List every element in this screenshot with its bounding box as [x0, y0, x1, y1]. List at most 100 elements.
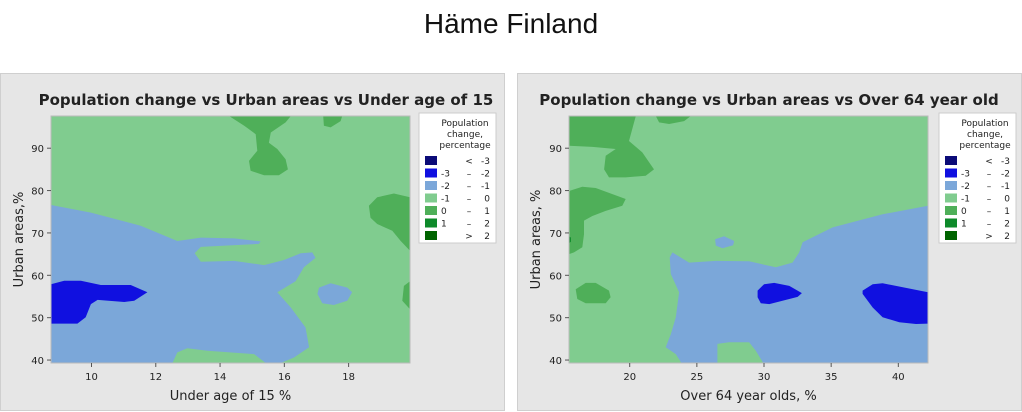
contour-region [665, 205, 928, 363]
contour-region [655, 116, 691, 124]
legend-high: -1 [481, 182, 490, 192]
y-tick-label: 60 [549, 271, 562, 282]
legend-swatch [425, 231, 437, 240]
page-title: Häme Finland [423, 8, 599, 39]
legend-low: 1 [441, 220, 447, 230]
y-tick-label: 40 [549, 356, 562, 367]
legend-title: percentage [439, 141, 491, 151]
legend-high: -3 [481, 157, 490, 167]
x-tick-label: 18 [342, 372, 355, 383]
legend-separator: – [987, 207, 992, 217]
legend-swatch [945, 218, 957, 228]
x-axis-label: Over 64 year olds, % [680, 389, 816, 404]
legend-swatch [425, 181, 437, 190]
legend-low: 0 [441, 207, 447, 217]
contour-region [51, 280, 148, 324]
contour-plot-under-15: Population change vs Urban areas vs Unde… [0, 73, 505, 411]
legend-high: 2 [484, 232, 490, 242]
legend-swatch [945, 156, 957, 165]
legend-swatch [425, 156, 437, 165]
legend-high: 2 [484, 220, 490, 230]
legend-separator: > [985, 232, 993, 242]
legend-low: -3 [961, 170, 970, 180]
legend-separator: < [465, 157, 473, 167]
x-tick-label: 10 [85, 372, 98, 383]
x-tick-label: 40 [892, 372, 905, 383]
legend-low: -1 [441, 195, 450, 205]
contour-region [757, 282, 802, 305]
legend-swatch [945, 181, 957, 190]
y-axis-label: Urban areas, % [529, 190, 544, 290]
contour-region [368, 193, 410, 251]
contour-region [229, 116, 291, 176]
chart-svg: Population change vs Urban areas vs Unde… [12, 91, 497, 404]
legend-high: 2 [1004, 220, 1010, 230]
y-tick-label: 50 [549, 314, 562, 325]
legend-swatch [945, 206, 957, 215]
plot-frame [568, 115, 929, 364]
legend-separator: – [987, 195, 992, 205]
y-tick-label: 70 [31, 229, 44, 240]
legend-high: 0 [484, 195, 490, 205]
contour-plot-over-64: Population change vs Urban areas vs Over… [517, 73, 1022, 411]
y-tick-label: 90 [31, 144, 44, 155]
legend-swatch [945, 193, 957, 203]
legend-high: -2 [481, 170, 490, 180]
contour-region [717, 342, 764, 363]
x-tick-label: 12 [149, 372, 162, 383]
legend-swatch [425, 168, 437, 178]
legend-separator: – [467, 182, 472, 192]
contour-region [402, 281, 410, 310]
legend-swatch [425, 193, 437, 203]
chart-title: Population change vs Urban areas vs Over… [539, 91, 998, 109]
legend-separator: – [467, 170, 472, 180]
x-tick-label: 20 [623, 372, 636, 383]
legend-title: change, [447, 130, 483, 140]
legend-high: 0 [1004, 195, 1010, 205]
legend-separator: > [465, 232, 473, 242]
legend-low: -2 [441, 182, 450, 192]
chart-svg: Population change vs Urban areas vs Over… [529, 91, 1017, 404]
legend-separator: – [987, 220, 992, 230]
legend-separator: < [985, 157, 993, 167]
contour-region [862, 283, 928, 324]
contour-region [569, 116, 654, 178]
y-tick-label: 90 [549, 144, 562, 155]
legend-swatch [945, 231, 957, 240]
legend-separator: – [987, 182, 992, 192]
legend-separator: – [467, 195, 472, 205]
plot-frame [50, 115, 411, 364]
legend-low: -3 [441, 170, 450, 180]
contour-region [715, 236, 735, 249]
legend-high: 2 [1004, 232, 1010, 242]
legend-swatch [945, 168, 957, 178]
contour-region [172, 348, 266, 363]
x-tick-label: 14 [214, 372, 227, 383]
legend-separator: – [987, 170, 992, 180]
legend-low: 0 [961, 207, 967, 217]
legend-title: Population [961, 119, 1008, 129]
y-axis-label: Urban areas,% [12, 192, 27, 288]
legend-separator: – [467, 207, 472, 217]
legend-swatch [425, 206, 437, 215]
legend-separator: – [467, 220, 472, 230]
x-axis-label: Under age of 15 % [170, 389, 292, 404]
y-tick-label: 60 [31, 271, 44, 282]
contour-region [575, 282, 611, 304]
legend-title: percentage [959, 141, 1011, 151]
legend-title: Population [441, 119, 488, 129]
legend-high: 1 [484, 207, 490, 217]
chart-title: Population change vs Urban areas vs Unde… [39, 91, 494, 109]
legend-high: -1 [1001, 182, 1010, 192]
legend-low: 1 [961, 220, 967, 230]
contour-region [323, 116, 343, 128]
x-tick-label: 25 [690, 372, 703, 383]
x-tick-label: 16 [278, 372, 291, 383]
y-tick-label: 50 [31, 314, 44, 325]
legend-swatch [425, 218, 437, 228]
contour-region [569, 186, 626, 255]
legend-low: -2 [961, 182, 970, 192]
legend-low: -1 [961, 195, 970, 205]
y-tick-label: 70 [549, 229, 562, 240]
legend-high: -3 [1001, 157, 1010, 167]
